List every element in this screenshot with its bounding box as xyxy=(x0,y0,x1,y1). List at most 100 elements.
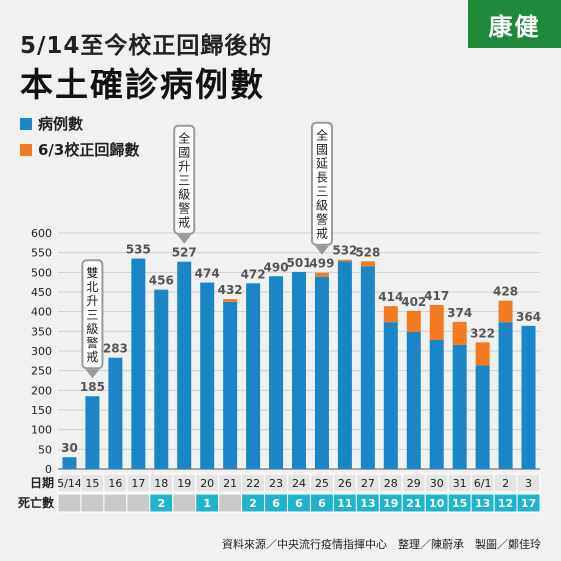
x-tick-label: 16 xyxy=(108,477,122,490)
death-cell xyxy=(57,493,82,513)
data-label: 532 xyxy=(332,244,357,258)
annotation-arrow xyxy=(314,245,329,255)
bar-cases xyxy=(292,271,306,469)
y-tick-label: 500 xyxy=(31,266,52,279)
legend-swatch-backlog xyxy=(20,143,32,156)
bar-backlog xyxy=(383,306,398,323)
bar-cases xyxy=(108,357,123,469)
bar-cases xyxy=(200,282,215,469)
death-count: 11 xyxy=(337,497,352,510)
death-count: 21 xyxy=(406,497,421,510)
date-cell xyxy=(516,473,541,493)
x-tick-label: 26 xyxy=(338,477,352,490)
data-label: 417 xyxy=(424,289,449,303)
x-tick-label: 30 xyxy=(430,477,444,490)
y-tick-label: 150 xyxy=(31,404,52,417)
death-cell xyxy=(103,493,128,513)
bar-cases xyxy=(223,301,238,469)
x-tick-label: 29 xyxy=(407,477,421,490)
bar-backlog xyxy=(475,342,490,366)
bar-cases xyxy=(406,331,421,469)
death-cell xyxy=(126,493,151,513)
data-label: 283 xyxy=(103,342,128,356)
death-count: 13 xyxy=(360,497,375,510)
data-label: 474 xyxy=(195,267,220,281)
death-count: 19 xyxy=(383,497,398,510)
data-label: 428 xyxy=(493,285,518,299)
bar-cases xyxy=(85,396,100,469)
data-label: 456 xyxy=(149,274,174,288)
bar-cases xyxy=(429,339,444,469)
x-tick-label: 31 xyxy=(453,477,467,490)
x-tick-label: 17 xyxy=(131,477,145,490)
death-count: 12 xyxy=(498,497,513,510)
bar-cases xyxy=(383,322,398,469)
death-count: 6 xyxy=(272,497,280,510)
bar-backlog xyxy=(314,272,329,277)
data-label: 501 xyxy=(286,256,311,270)
death-cell xyxy=(80,493,105,513)
y-tick-label: 400 xyxy=(31,306,52,319)
bar-backlog xyxy=(498,300,513,323)
bar-cases xyxy=(452,344,467,469)
death-count: 13 xyxy=(475,497,490,510)
annotation-text: 雙北升三級警戒 xyxy=(86,266,98,364)
y-tick-label: 550 xyxy=(31,247,52,260)
y-tick-label: 600 xyxy=(31,227,52,240)
data-label: 364 xyxy=(516,310,541,324)
x-tick-label: 22 xyxy=(246,477,260,490)
bar-backlog xyxy=(406,310,421,332)
x-tick-label: 5/14 xyxy=(57,477,82,490)
death-count: 2 xyxy=(249,497,257,510)
legend-swatch-cases xyxy=(20,117,32,130)
y-tick-label: 300 xyxy=(31,345,52,358)
death-row-label: 死亡數 xyxy=(18,495,54,510)
chart-title-line1: 5/14至今校正回歸後的 xyxy=(20,33,273,59)
bar-cases xyxy=(498,322,513,469)
legend-item-backlog: 6/3校正回歸數 xyxy=(20,139,139,160)
data-label: 527 xyxy=(172,246,197,260)
brand-logo: 康健 xyxy=(468,0,561,48)
data-label: 402 xyxy=(401,295,426,309)
bar-cases xyxy=(62,457,77,469)
data-label: 472 xyxy=(241,267,266,281)
death-cell xyxy=(172,493,197,513)
bar-cases xyxy=(177,261,192,469)
data-label: 30 xyxy=(61,441,78,455)
bar-cases xyxy=(314,276,329,469)
bar-cases xyxy=(131,258,146,469)
bar-cases xyxy=(246,283,261,469)
data-label: 432 xyxy=(218,283,243,297)
data-label: 185 xyxy=(80,380,105,394)
x-tick-label: 21 xyxy=(223,477,237,490)
y-tick-label: 50 xyxy=(38,443,52,456)
legend-label-backlog: 6/3校正回歸數 xyxy=(38,141,140,159)
annotation-box xyxy=(310,121,333,246)
x-tick-label: 6/1 xyxy=(474,477,492,490)
x-tick-label: 2 xyxy=(502,477,509,490)
y-tick-label: 0 xyxy=(45,463,52,476)
chart-title-line2: 本土確診病例數 xyxy=(20,65,265,104)
data-label: 374 xyxy=(447,306,472,320)
death-count: 17 xyxy=(521,497,536,510)
annotation-box xyxy=(81,259,104,370)
bar-backlog xyxy=(223,299,238,302)
data-label: 490 xyxy=(264,260,289,274)
x-tick-label: 24 xyxy=(292,477,306,490)
data-label: 322 xyxy=(470,326,495,340)
x-tick-label: 20 xyxy=(200,477,214,490)
x-tick-label: 25 xyxy=(315,477,329,490)
annotation-text: 全國升三級警戒 xyxy=(178,131,190,230)
y-tick-label: 100 xyxy=(31,424,52,437)
x-tick-label: 3 xyxy=(525,477,532,490)
x-tick-label: 23 xyxy=(269,477,283,490)
death-count: 1 xyxy=(203,497,211,510)
death-count: 6 xyxy=(318,497,326,510)
y-tick-label: 450 xyxy=(31,286,52,299)
legend-item-cases: 病例數 xyxy=(20,113,83,134)
date-row-label: 日期 xyxy=(30,475,54,490)
bar-cases xyxy=(521,325,536,469)
x-tick-label: 15 xyxy=(85,477,99,490)
bar-backlog xyxy=(452,321,467,345)
